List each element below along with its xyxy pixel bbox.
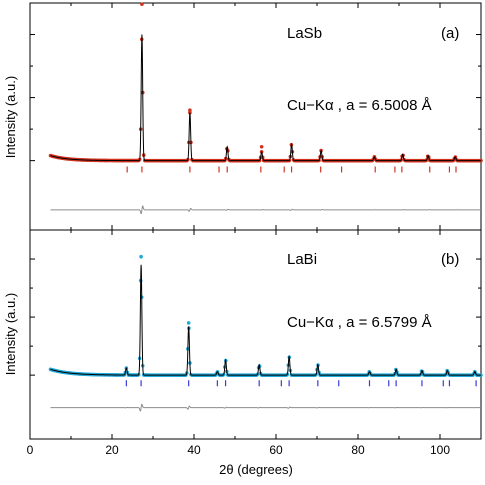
panel-label: (b) (441, 251, 459, 268)
panel-frame (29, 2, 482, 231)
panel-lasb: LaSb (a) Cu−Kα , a = 6.5008 Å Intensity … (3, 2, 483, 231)
calculated-curve (50, 264, 481, 376)
panel-frame (29, 229, 482, 440)
panel-labi: LaBi (b) Cu−Kα , a = 6.5799 Å Intensity … (3, 229, 483, 477)
compound-label: LaBi (287, 251, 317, 268)
x-tick-label: 20 (105, 443, 119, 457)
compound-label: LaSb (287, 25, 322, 42)
observed-point (259, 144, 264, 149)
y-axis-label: Intensity (a.u.) (3, 293, 18, 375)
x-tick-label: 0 (27, 443, 34, 457)
x-tick-label: 60 (269, 443, 283, 457)
lattice-annotation: Cu−Kα , a = 6.5799 Å (287, 314, 432, 331)
difference-curve (50, 403, 481, 412)
panel-label: (a) (441, 25, 459, 42)
observed-point (139, 254, 143, 259)
plot-marks (48, 254, 483, 412)
plot-marks (48, 2, 483, 215)
y-axis-label: Intensity (a.u.) (3, 76, 18, 158)
x-tick-label: 100 (430, 443, 450, 457)
lattice-annotation: Cu−Kα , a = 6.5008 Å (287, 97, 432, 114)
x-tick-labels: 0 20 40 60 80 100 (27, 443, 451, 457)
observed-point (186, 321, 191, 325)
x-tick-label: 40 (187, 443, 201, 457)
x-ticks (29, 230, 482, 439)
difference-curve (50, 205, 481, 215)
x-axis-label: 2θ (degrees) (219, 462, 293, 477)
calculated-curve (50, 34, 481, 162)
x-ticks (29, 3, 482, 230)
y-ticks (30, 258, 481, 376)
x-tick-label: 80 (351, 443, 365, 457)
observed-point (188, 108, 192, 112)
observed-point (140, 2, 144, 7)
